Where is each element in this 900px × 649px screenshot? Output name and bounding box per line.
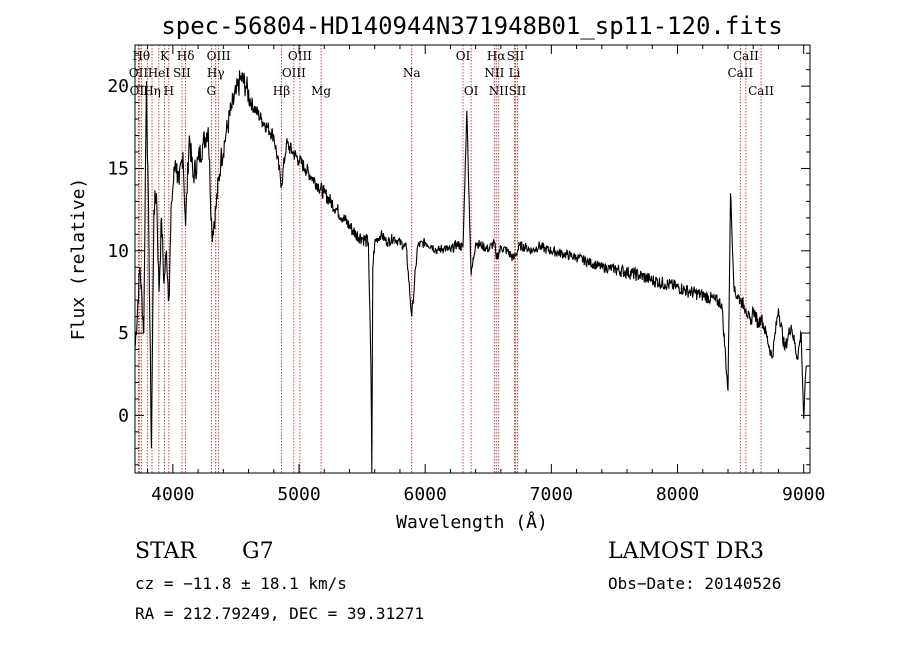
line-marker-label-13: Hβ: [273, 84, 290, 98]
line-marker-label-9: Hδ: [177, 49, 195, 63]
line-marker-label-22: NII: [489, 84, 509, 98]
sky-coordinates: RA = 212.79249, DEC = 39.31271: [135, 604, 424, 623]
line-marker-label-28: CaII: [748, 84, 774, 98]
line-marker-label-15: OIII: [288, 49, 312, 63]
line-marker-label-27: CaII: [733, 49, 759, 63]
line-marker-label-7: H: [164, 84, 174, 98]
spectrum-line: [134, 70, 807, 474]
line-marker-label-1: OII: [129, 66, 149, 80]
spectrum-series: [134, 70, 807, 474]
x-tick-label-5: 9000: [782, 484, 825, 505]
line-marker-label-20: NII: [484, 66, 504, 80]
line-marker-label-24: SII: [507, 49, 525, 63]
line-marker-label-14: OIII: [282, 66, 306, 80]
object-class: STAR: [135, 539, 197, 564]
redshift-velocity: cz = −11.8 ± 18.1 km/s: [135, 574, 347, 593]
y-tick-label-0: 0: [118, 405, 129, 426]
x-axis-label: Wavelength (Å): [396, 511, 548, 533]
y-tick-label-3: 15: [107, 158, 129, 179]
x-tick-label-1: 5000: [277, 484, 320, 505]
x-tick-label-3: 7000: [530, 484, 573, 505]
line-marker-label-26: CaII: [727, 66, 753, 80]
line-marker-label-16: Mg: [311, 84, 331, 98]
emission-line-labels: HθOIIOIIHηHeIKHSIIHδGHγOIIIHβOIIIOIIIMgN…: [129, 49, 774, 98]
plot-frame: [134, 44, 811, 474]
line-marker-label-18: OI: [456, 49, 471, 63]
emission-line-markers: [138, 45, 762, 473]
y-axis-ticks: 0 5 10 15 20: [107, 52, 810, 466]
y-tick-label-1: 5: [118, 323, 129, 344]
line-marker-label-23: Li: [509, 66, 521, 80]
line-marker-label-21: Hα: [487, 49, 506, 63]
line-marker-label-8: SII: [173, 66, 191, 80]
line-marker-label-19: OI: [464, 84, 479, 98]
line-marker-label-17: Na: [403, 66, 421, 80]
line-marker-label-12: OIII: [207, 49, 231, 63]
chart-title: spec-56804-HD140944N371948B01_sp11-120.f…: [161, 12, 782, 40]
survey-name: LAMOST DR3: [608, 539, 764, 564]
line-marker-label-11: Hγ: [207, 66, 225, 80]
x-tick-label-2: 6000: [404, 484, 447, 505]
line-marker-label-0: Hθ: [132, 49, 150, 63]
line-marker-label-2: OII: [130, 84, 150, 98]
line-marker-label-4: Hη: [143, 84, 161, 98]
line-marker-label-6: K: [160, 49, 170, 63]
line-marker-label-5: HeI: [148, 66, 171, 80]
spectral-subclass: G7: [242, 539, 274, 564]
line-marker-label-25: SII: [509, 84, 527, 98]
y-axis-label: Flux (relative): [68, 178, 89, 341]
line-marker-label-10: G: [207, 84, 217, 98]
y-tick-label-2: 10: [107, 241, 129, 262]
observation-date: Obs−Date: 20140526: [608, 574, 781, 593]
x-axis-ticks: 4000 5000 6000 7000 8000 9000: [147, 45, 825, 505]
x-tick-label-4: 8000: [656, 484, 699, 505]
y-tick-label-4: 20: [107, 76, 129, 97]
x-tick-label-0: 4000: [151, 484, 194, 505]
